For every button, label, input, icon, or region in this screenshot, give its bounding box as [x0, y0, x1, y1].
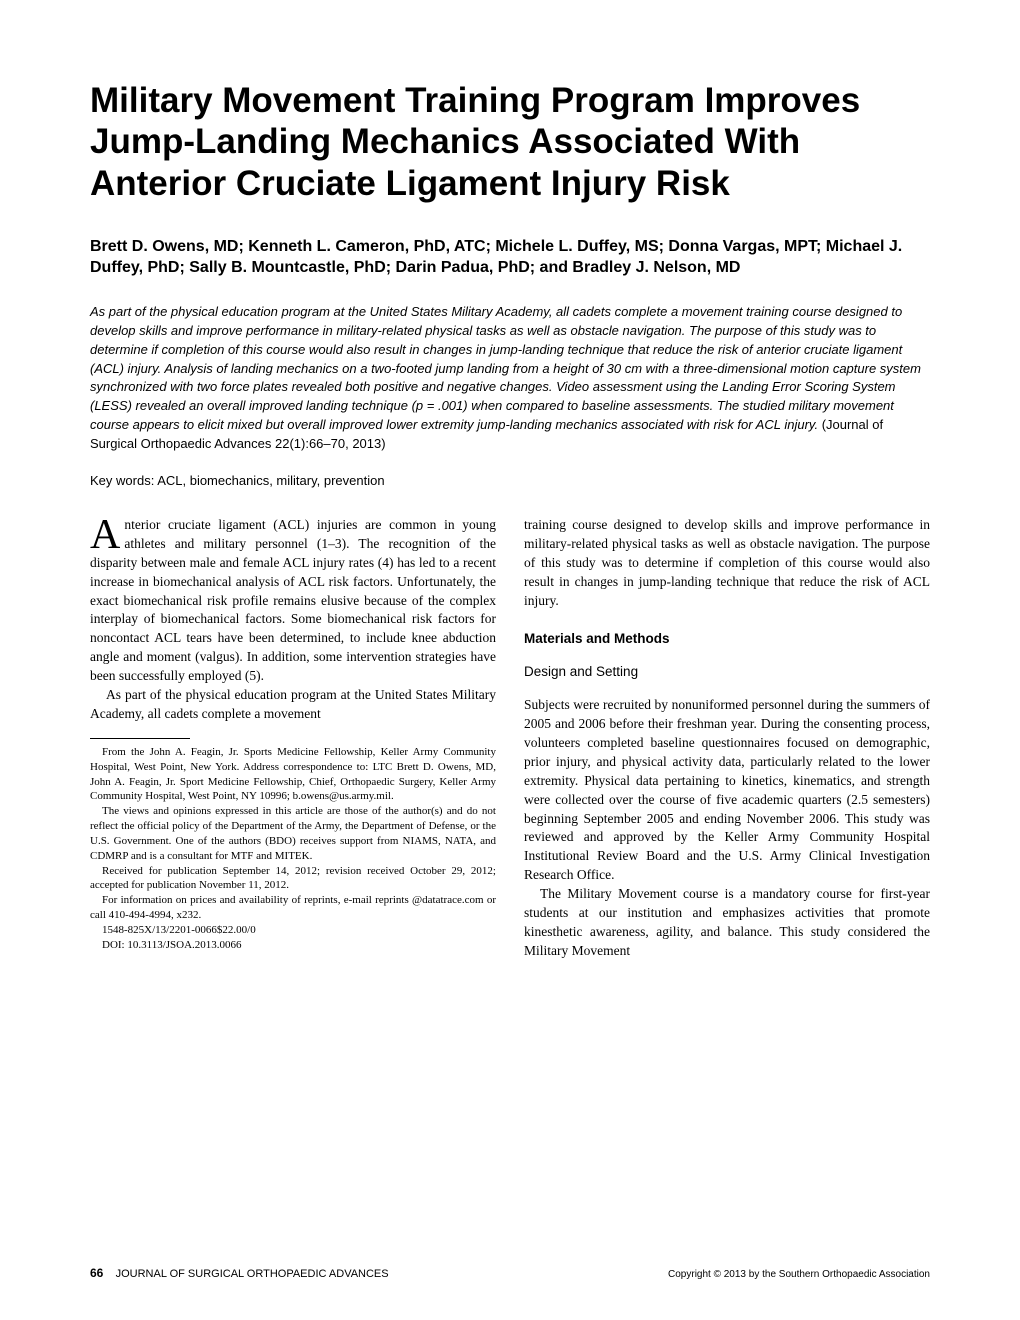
page-footer: 66 JOURNAL OF SURGICAL ORTHOPAEDIC ADVAN… [90, 1266, 930, 1280]
intro-text-1: nterior cruciate ligament (ACL) injuries… [90, 517, 496, 683]
abstract: As part of the physical education progra… [90, 303, 930, 454]
continued-paragraph: training course designed to develop skil… [524, 516, 930, 610]
footer-left: 66 JOURNAL OF SURGICAL ORTHOPAEDIC ADVAN… [90, 1266, 389, 1280]
section-heading-methods: Materials and Methods [524, 630, 930, 649]
methods-paragraph-1: Subjects were recruited by nonuniformed … [524, 696, 930, 885]
author-list: Brett D. Owens, MD; Kenneth L. Cameron, … [90, 236, 930, 279]
left-column: Anterior cruciate ligament (ACL) injurie… [90, 516, 496, 961]
footnote-rule [90, 738, 190, 739]
footnote-affiliation: From the John A. Feagin, Jr. Sports Medi… [90, 745, 496, 804]
dropcap: A [90, 516, 124, 554]
journal-name: JOURNAL OF SURGICAL ORTHOPAEDIC ADVANCES [116, 1268, 389, 1280]
footnote-disclaimer: The views and opinions expressed in this… [90, 804, 496, 863]
intro-paragraph-1: Anterior cruciate ligament (ACL) injurie… [90, 516, 496, 686]
body-columns: Anterior cruciate ligament (ACL) injurie… [90, 516, 930, 961]
subsection-heading-design: Design and Setting [524, 663, 930, 682]
keywords: Key words: ACL, biomechanics, military, … [90, 472, 930, 490]
footnote-issn: 1548-825X/13/2201-0066$22.00/0 [90, 923, 496, 938]
footnote-doi: DOI: 10.3113/JSOA.2013.0066 [90, 938, 496, 953]
methods-paragraph-2: The Military Movement course is a mandat… [524, 885, 930, 961]
intro-paragraph-2: As part of the physical education progra… [90, 686, 496, 724]
right-column: training course designed to develop skil… [524, 516, 930, 961]
article-title: Military Movement Training Program Impro… [90, 80, 930, 204]
abstract-text: As part of the physical education progra… [90, 304, 921, 432]
copyright: Copyright © 2013 by the Southern Orthopa… [668, 1269, 930, 1280]
page-number: 66 [90, 1266, 103, 1280]
footnote-reprints: For information on prices and availabili… [90, 893, 496, 923]
footnote-dates: Received for publication September 14, 2… [90, 864, 496, 894]
